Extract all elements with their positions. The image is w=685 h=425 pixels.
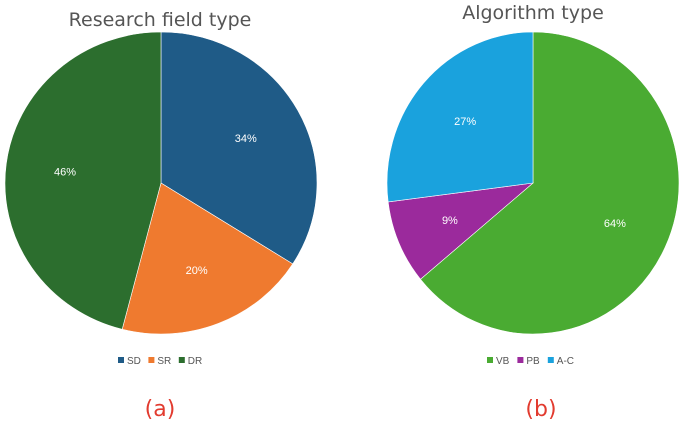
chart-a-legend-swatch-sd (118, 357, 124, 363)
chart-b-slice-vb (420, 31, 680, 335)
chart-a-legend-label-sr: SR (157, 356, 171, 367)
chart-b-legend-swatch-pb (517, 357, 524, 363)
chart-a-slice-dr (4, 31, 162, 330)
chart-a-label-sd: 34% (235, 133, 257, 145)
chart-b-legend-label-a-c: A-C (557, 356, 574, 367)
chart-b-pie: 64% 9% 27% (386, 31, 680, 335)
chart-b-label-vb: 64% (604, 218, 626, 230)
chart-a-legend-label-sd: SD (127, 356, 141, 367)
chart-a-label-sr: 20% (186, 265, 208, 277)
chart-a-legend-swatch-dr (178, 357, 185, 363)
chart-b-slice-pb (387, 182, 534, 280)
chart-b-title: Algorithm type (462, 2, 604, 24)
chart-a-legend-swatch-sr (148, 357, 155, 363)
chart-b-legend-swatch-a-c (547, 357, 554, 363)
chart-a-legend: SD SR DR (118, 356, 202, 367)
chart-a-title: Research field type (69, 9, 252, 31)
chart-a-pie: 34% 20% 46% (4, 31, 318, 335)
chart-b-label-a-c: 27% (454, 116, 476, 128)
chart-b-legend-label-pb: PB (526, 356, 540, 367)
chart-b-legend: VB PB A-C (487, 356, 574, 367)
chart-a-slice-sr (121, 182, 294, 335)
chart-b-caption: (b) (525, 397, 556, 422)
chart-a: Research field type 34% 20% 46% SD SR DR (a) (4, 9, 318, 422)
chart-a-legend-label-dr: DR (188, 356, 202, 367)
chart-a-label-dr: 46% (54, 166, 76, 178)
chart-a-slice-sd (160, 31, 318, 265)
chart-a-caption: (a) (145, 397, 176, 422)
chart-b-legend-swatch-vb (487, 357, 493, 363)
chart-b-legend-label-vb: VB (496, 356, 510, 367)
chart-b: Algorithm type 64% 9% 27% VB PB A-C (b) (386, 2, 680, 422)
chart-b-slice-a-c (386, 31, 534, 203)
chart-b-label-pb: 9% (442, 215, 458, 227)
